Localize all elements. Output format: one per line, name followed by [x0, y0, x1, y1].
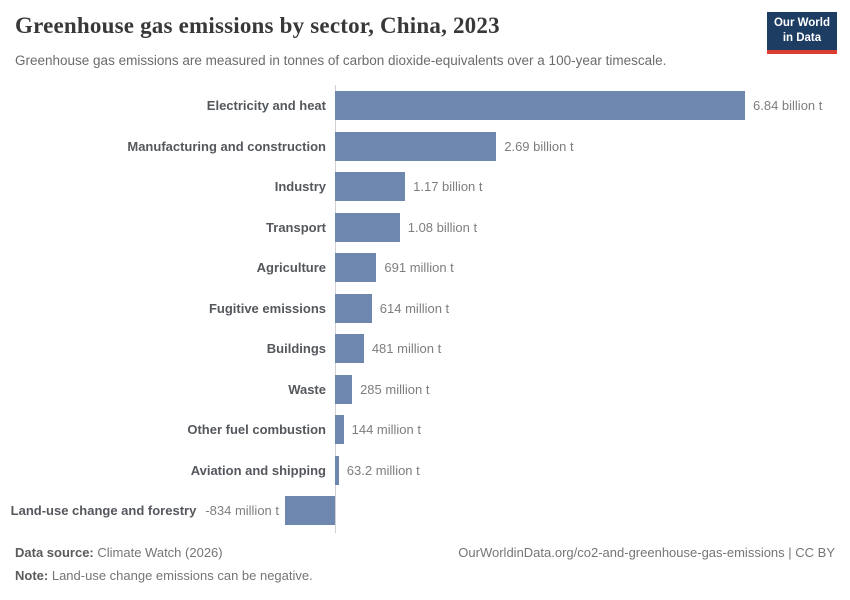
- category-row-land-use-change-and-forestry: Land-use change and forestry -834 million…: [11, 496, 279, 525]
- value-label-fugitive-emissions: 614 million t: [379, 300, 450, 316]
- bar-aviation-and-shipping[interactable]: [335, 455, 339, 485]
- data-source-line: Data source: Climate Watch (2026): [15, 545, 313, 560]
- bar-manufacturing-and-construction[interactable]: [335, 131, 497, 161]
- owid-logo-line1: Our World: [773, 17, 830, 29]
- value-label-agriculture: 691 million t: [384, 260, 454, 275]
- value-label-aviation-and-shipping: 63.2 million t: [346, 462, 420, 478]
- chart-footer: Data source: Climate Watch (2026) Note: …: [15, 545, 313, 591]
- bar-transport[interactable]: [335, 212, 400, 242]
- category-label-industry: Industry: [274, 179, 326, 194]
- value-label-transport: 1.08 billion t: [407, 219, 478, 235]
- category-label-waste: Waste: [288, 381, 326, 397]
- owid-logo-line2: in Data: [782, 31, 822, 44]
- category-label-agriculture: Agriculture: [256, 260, 326, 275]
- note-value: Land-use change emissions can be negativ…: [51, 568, 313, 583]
- bar-buildings[interactable]: [335, 334, 364, 363]
- category-label-other-fuel-combustion: Other fuel combustion: [187, 422, 326, 437]
- value-label-other-fuel-combustion: 144 million t: [351, 422, 421, 437]
- bar-electricity-and-heat[interactable]: [335, 91, 745, 120]
- note-label: Note:: [15, 568, 49, 583]
- value-label-land-use-change-and-forestry: -834 million t: [205, 503, 280, 518]
- value-label-electricity-and-heat: 6.84 billion t: [753, 98, 823, 113]
- category-label-transport: Transport: [266, 219, 326, 235]
- owid-logo[interactable]: Our World in Data: [766, 12, 837, 54]
- category-label-manufacturing-and-construction: Manufacturing and construction: [127, 138, 326, 154]
- value-label-buildings: 481 million t: [371, 341, 442, 356]
- bar-chart: Electricity and heat 6.84 billion t Manufa…: [0, 85, 850, 535]
- citation-link[interactable]: OurWorldinData.org/co2-and-greenhouse-ga…: [458, 545, 835, 560]
- bar-other-fuel-combustion[interactable]: [335, 415, 344, 444]
- bar-industry[interactable]: [335, 172, 406, 201]
- category-label-buildings: Buildings: [266, 341, 326, 356]
- bar-agriculture[interactable]: [335, 253, 377, 282]
- bar-waste[interactable]: [335, 374, 353, 404]
- value-label-industry: 1.17 billion t: [413, 179, 483, 194]
- value-label-manufacturing-and-construction: 2.69 billion t: [504, 138, 574, 154]
- category-label-aviation-and-shipping: Aviation and shipping: [190, 462, 326, 478]
- chart-subtitle: Greenhouse gas emissions are measured in…: [15, 53, 667, 68]
- data-source-value: Climate Watch (2026): [97, 545, 223, 560]
- category-label-fugitive-emissions: Fugitive emissions: [208, 300, 326, 316]
- note-line: Note: Land-use change emissions can be n…: [15, 568, 313, 583]
- category-label-electricity-and-heat: Electricity and heat: [206, 98, 326, 113]
- bar-fugitive-emissions[interactable]: [335, 293, 372, 323]
- chart-title: Greenhouse gas emissions by sector, Chin…: [15, 13, 500, 38]
- bar-land-use-change-and-forestry[interactable]: [285, 496, 335, 525]
- value-label-waste: 285 million t: [360, 381, 430, 397]
- category-label-land-use-change-and-forestry: Land-use change and forestry: [10, 503, 197, 518]
- data-source-label: Data source:: [15, 545, 94, 560]
